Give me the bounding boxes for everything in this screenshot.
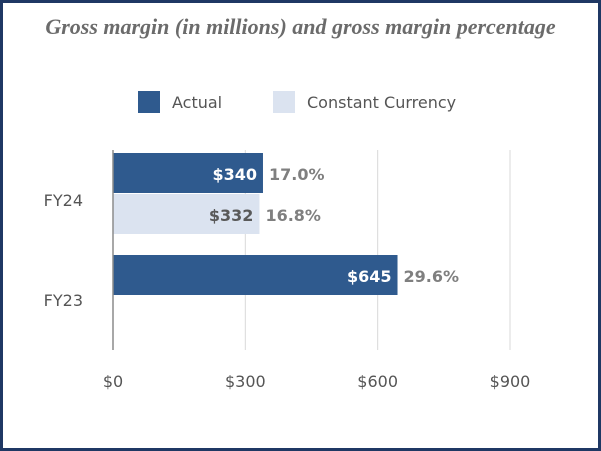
legend-label-actual: Actual bbox=[172, 92, 223, 112]
x-tick-label: $300 bbox=[225, 372, 266, 391]
bar-value-label: $340 bbox=[212, 165, 257, 184]
y-tick-label: FY23 bbox=[44, 291, 83, 310]
legend-swatch-actual bbox=[138, 91, 160, 113]
chart-title: Gross margin (in millions) and gross mar… bbox=[45, 14, 556, 39]
bar-percent-label: 17.0% bbox=[269, 165, 325, 184]
bar bbox=[113, 194, 260, 234]
bar-value-label: $645 bbox=[347, 267, 392, 286]
plot-area: $0 $300 $600 $900 FY24 $340 17.0% $332 16.8% FY23… bbox=[44, 150, 531, 391]
bar-percent-label: 16.8% bbox=[265, 206, 321, 225]
bar-percent-label: 29.6% bbox=[404, 267, 460, 286]
legend-item-constant-currency: Constant Currency bbox=[273, 91, 456, 113]
x-tick-label: $0 bbox=[103, 372, 123, 391]
bar-value-label: $332 bbox=[209, 206, 254, 225]
bar bbox=[113, 153, 263, 193]
y-tick-label: FY24 bbox=[44, 191, 83, 210]
legend-item-actual: Actual bbox=[138, 91, 222, 113]
bar bbox=[113, 255, 398, 295]
legend-label-constant-currency: Constant Currency bbox=[307, 92, 457, 112]
x-tick-label: $600 bbox=[357, 372, 398, 391]
x-tick-label: $900 bbox=[490, 372, 531, 391]
legend-swatch-constant-currency bbox=[273, 91, 295, 113]
